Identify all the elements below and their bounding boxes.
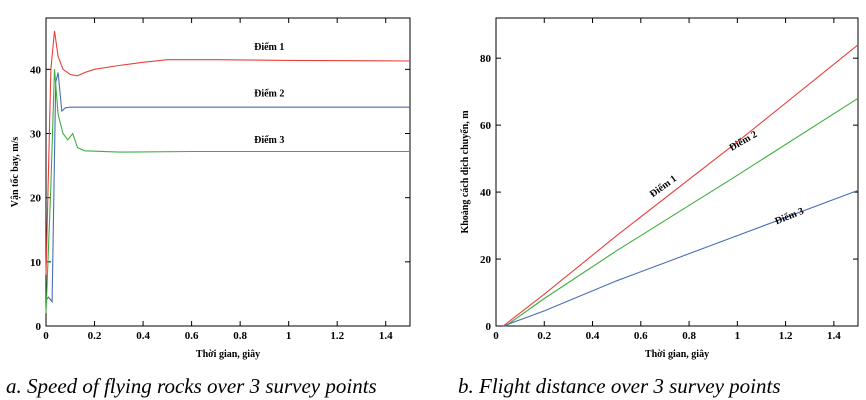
chart-b-series-line-3	[503, 189, 859, 327]
chart-b-y-tick-label: 20	[480, 254, 492, 266]
chart-b-x-tick-label: 1	[735, 330, 741, 342]
chart-a-x-tick-label: 0.4	[136, 330, 150, 342]
chart-b-y-tick-label: 80	[480, 53, 492, 65]
chart-b-x-tick-label: 1.2	[779, 330, 793, 342]
chart-a-speed: 0 0.2 0.4 0.6 0.8 1 1.2 1.4 0 10 20 30 40 Thời gian,…	[10, 17, 411, 360]
chart-a-series-line-3	[45, 69, 410, 314]
chart-a-x-tick-label: 0	[43, 330, 49, 342]
chart-b-annotation-diem-3: Điểm 3	[773, 206, 805, 228]
chart-b-annotation-diem-1: Điểm 1	[648, 173, 679, 200]
chart-b-y-tick-label: 0	[486, 321, 492, 333]
chart-a-plot-frame	[45, 17, 411, 327]
chart-a-annotation-diem-2: Điểm 2	[254, 88, 284, 99]
chart-a-annotation-diem-1: Điểm 1	[254, 42, 284, 53]
caption-b: b. Flight distance over 3 survey points	[458, 374, 781, 398]
chart-a-y-tick-label: 10	[30, 257, 42, 269]
caption-a: a. Speed of flying rocks over 3 survey p…	[6, 374, 377, 398]
chart-a-y-axis-label: Vận tốc bay, m/s	[10, 137, 21, 208]
chart-b-x-axis-label: Thời gian, giây	[645, 349, 709, 360]
chart-b-x-tick-label: 0	[493, 330, 499, 342]
chart-b-x-tick-label: 0.6	[634, 330, 648, 342]
chart-a-x-tick-label: 1.4	[379, 330, 393, 342]
chart-a-y-tick-label: 0	[36, 321, 42, 333]
chart-a-x-tick-label: 0.8	[233, 330, 247, 342]
chart-b-distance: 0 0.2 0.4 0.6 0.8 1 1.2 1.4 0 20 40 60 80 Thời gian,…	[460, 17, 859, 360]
chart-b-x-tick-label: 1.4	[827, 330, 841, 342]
chart-b-series-line-1	[502, 44, 859, 327]
chart-b-x-tick-label: 0.2	[537, 330, 551, 342]
chart-b-annotation-diem-2: Điểm 2	[727, 129, 759, 154]
chart-a-x-tick-label: 1.2	[330, 330, 344, 342]
chart-a-annotation-diem-3: Điểm 3	[254, 135, 284, 146]
chart-b-y-tick-label: 40	[480, 187, 492, 199]
chart-a-x-tick-label: 0.2	[88, 330, 102, 342]
chart-a-x-tick-label: 1	[286, 330, 292, 342]
chart-b-y-tick-label: 60	[480, 120, 492, 132]
chart-a-series-line-2	[45, 72, 410, 304]
chart-a-y-tick-label: 30	[30, 129, 42, 141]
chart-a-x-axis-label: Thời gian, giây	[196, 349, 260, 360]
chart-b-x-tick-label: 0.8	[682, 330, 696, 342]
chart-a-y-tick-label: 20	[30, 193, 42, 205]
chart-a-y-tick-label: 40	[30, 64, 42, 76]
chart-a-x-tick-label: 0.6	[185, 330, 199, 342]
chart-b-plot-frame	[495, 17, 859, 327]
chart-b-y-axis-label: Khoảng cách dịch chuyển, m	[460, 110, 471, 234]
chart-b-x-tick-label: 0.4	[586, 330, 600, 342]
chart-b-series-line-2	[505, 97, 859, 327]
chart-a-series-line-1	[45, 30, 411, 275]
